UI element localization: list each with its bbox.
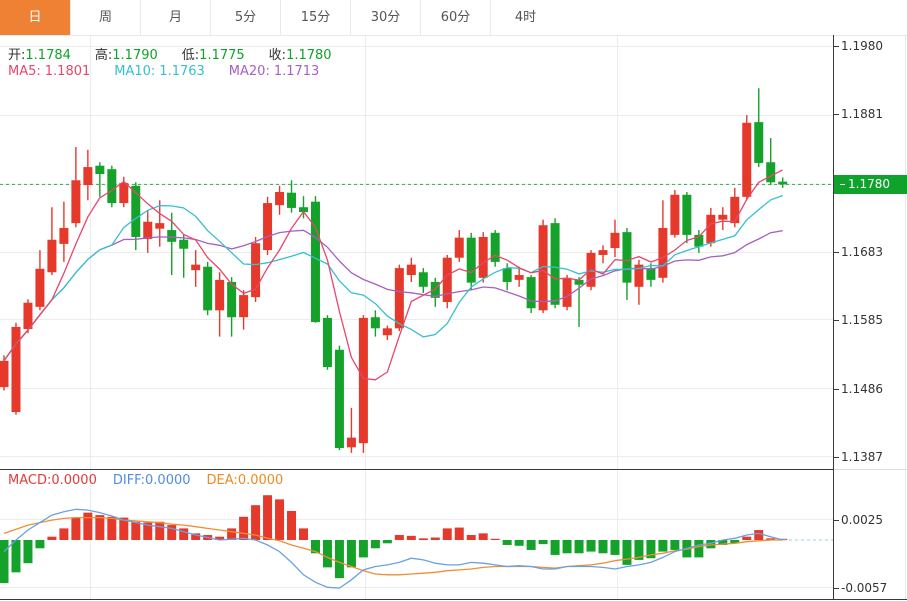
price-axis-label-2: 1.1881 bbox=[841, 107, 883, 121]
open-label: 开: bbox=[8, 48, 26, 63]
price-axis-label-6: 1.1486 bbox=[841, 382, 883, 396]
current-price-badge: 1.1780 bbox=[834, 175, 907, 194]
macd-axis-label-2: -0.0057 bbox=[841, 581, 888, 595]
tab-5min[interactable]: 5分 bbox=[210, 0, 280, 35]
close-value: 1.1780 bbox=[286, 48, 332, 63]
open-value: 1.1784 bbox=[25, 48, 71, 63]
macd-readout: MACD:0.0000 DIFF:0.0000 DEA:0.0000 bbox=[8, 473, 283, 488]
ma20-value: 1.1713 bbox=[273, 64, 320, 79]
current-price-value: 1.1780 bbox=[848, 177, 890, 191]
low-value: 1.1775 bbox=[199, 48, 245, 63]
price-axis-label-5: 1.1585 bbox=[841, 313, 883, 327]
ma5-label: MA5: bbox=[8, 64, 41, 79]
price-axis-label-1: 1.1980 bbox=[841, 39, 883, 53]
close-label: 收: bbox=[268, 48, 287, 63]
ma5-value: 1.1801 bbox=[44, 64, 91, 79]
tab-4hour[interactable]: 4时 bbox=[490, 0, 560, 35]
price-axis-label-4: 1.1683 bbox=[841, 245, 883, 259]
ma20-label: MA20: bbox=[228, 64, 270, 79]
tab-30min[interactable]: 30分 bbox=[350, 0, 420, 35]
dea-label: DEA: bbox=[206, 473, 238, 488]
dea-value: 0.0000 bbox=[237, 473, 284, 488]
high-value: 1.1790 bbox=[112, 48, 158, 63]
price-axis-label-7: 1.1387 bbox=[841, 450, 883, 464]
tab-week[interactable]: 周 bbox=[70, 0, 140, 35]
macd-value: 0.0000 bbox=[51, 473, 97, 488]
ohlc-readout: 开:1.1784 高:1.1790 低:1.1775 收:1.1780 bbox=[8, 44, 356, 63]
ma-readout: MA5: 1.1801 MA10: 1.1763 MA20: 1.1713 bbox=[8, 64, 319, 79]
diff-label: DIFF: bbox=[112, 473, 146, 488]
ma10-value: 1.1763 bbox=[159, 64, 205, 79]
macd-axis-label-1: 0.0025 bbox=[841, 513, 883, 527]
tab-60min[interactable]: 60分 bbox=[420, 0, 490, 35]
timeframe-tabbar: 日 周 月 5分 15分 30分 60分 4时 bbox=[0, 0, 907, 35]
tab-15min[interactable]: 15分 bbox=[280, 0, 350, 35]
ma10-label: MA10: bbox=[114, 64, 156, 79]
diff-value: 0.0000 bbox=[145, 473, 191, 488]
high-label: 高: bbox=[94, 48, 113, 63]
low-label: 低: bbox=[181, 48, 200, 63]
badge-tick-icon bbox=[840, 184, 845, 185]
tab-day[interactable]: 日 bbox=[0, 0, 70, 35]
tab-month[interactable]: 月 bbox=[140, 0, 210, 35]
macd-label: MACD: bbox=[8, 473, 52, 488]
